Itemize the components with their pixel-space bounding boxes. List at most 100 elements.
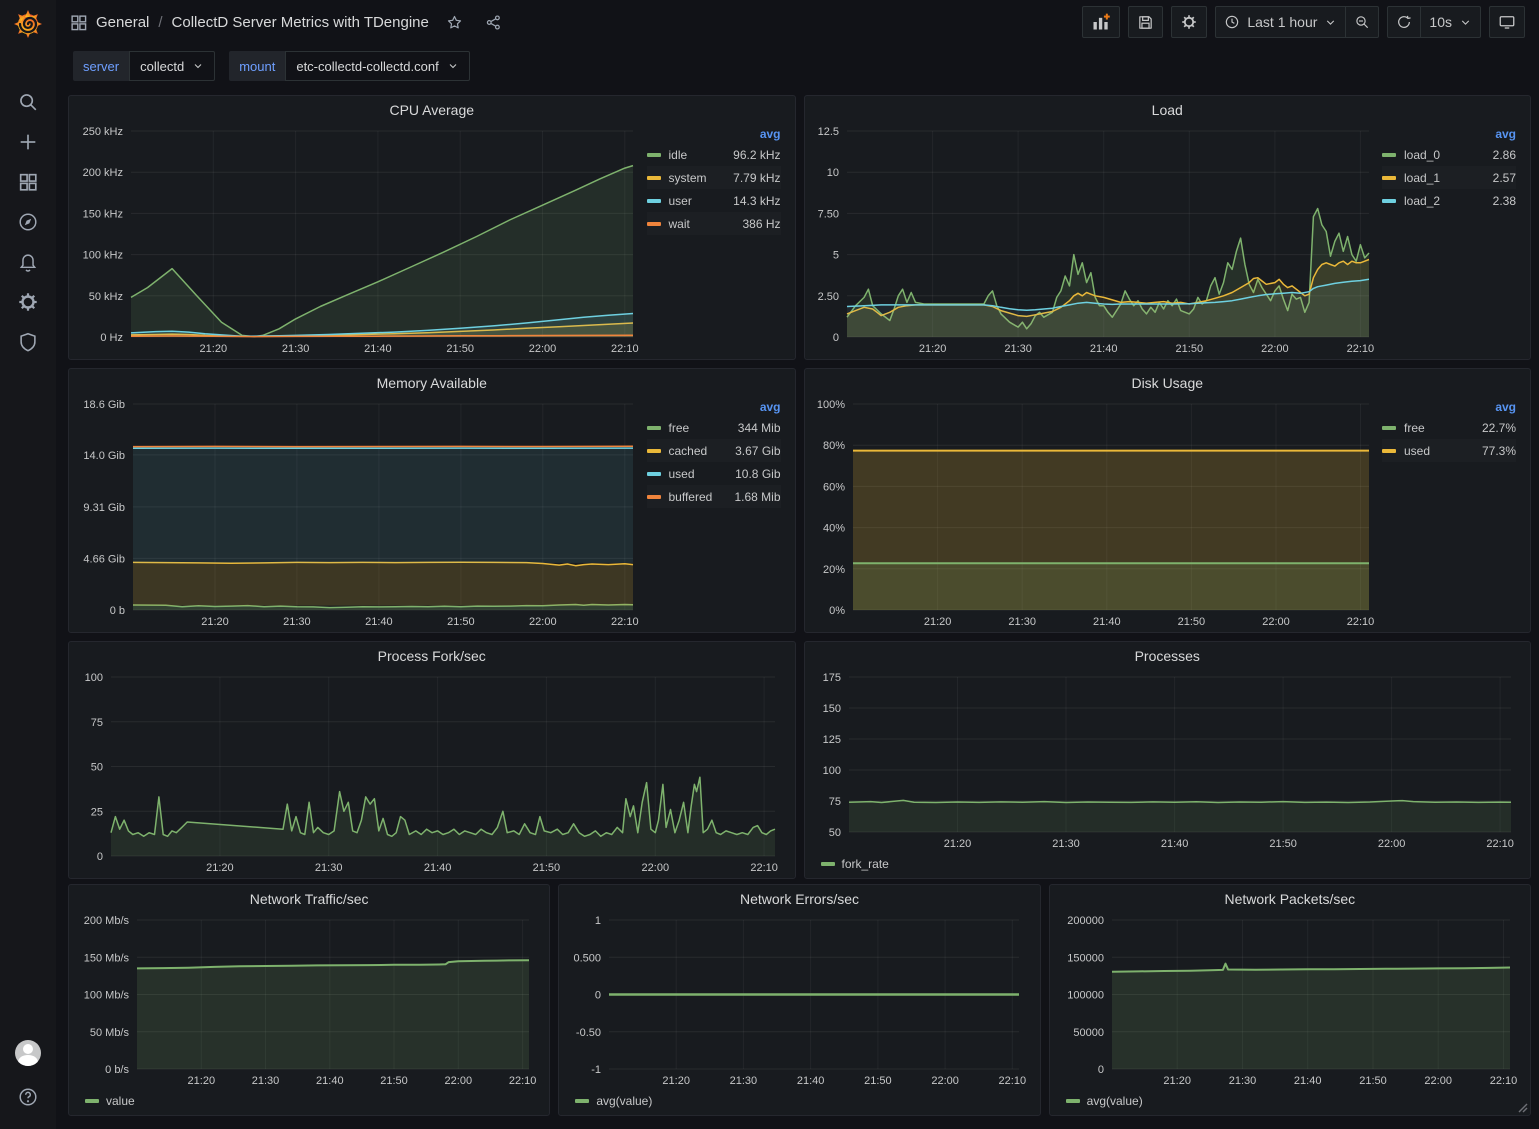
svg-text:21:30: 21:30	[1008, 616, 1036, 628]
cycle-view-mode-button[interactable]	[1489, 6, 1525, 38]
panel-title-text: Process Fork/sec	[378, 648, 486, 664]
series-area	[1112, 964, 1510, 1069]
sidebar-item-alerting[interactable]	[0, 242, 56, 282]
legend-item-avg(value)[interactable]: avg(value)	[1066, 1094, 1143, 1108]
legend-swatch	[1382, 449, 1396, 453]
chart-disk-usage: 0%20%40%60%80%100%21:2021:3021:4021:5022…	[809, 396, 1383, 630]
legend-item-free[interactable]: free22.7%	[1382, 416, 1516, 439]
legend-network-packets: avg(value)	[1054, 1089, 1524, 1113]
legend-item-user[interactable]: user14.3 kHz	[647, 189, 781, 212]
legend-series-name: buffered	[669, 490, 713, 504]
top-navbar: General / CollectD Server Metrics with T…	[56, 0, 1539, 44]
panel-title-disk-usage[interactable]: Disk Usage	[805, 369, 1531, 396]
legend-item-cached[interactable]: cached3.67 Gib	[647, 439, 781, 462]
svg-text:0: 0	[832, 332, 838, 344]
legend-series-avg: 2.86	[1493, 148, 1516, 162]
refresh-interval-label: 10s	[1429, 14, 1452, 30]
panel-processes: Processes 507510012515017521:2021:3021:4…	[804, 641, 1532, 879]
chart-process-fork: 025507510021:2021:3021:4021:5022:0022:10	[73, 669, 789, 876]
time-range-picker[interactable]: Last 1 hour	[1215, 6, 1346, 38]
variable-mount-select[interactable]: etc-collectd-collectd.conf	[285, 51, 469, 81]
dashboards-grid-icon	[17, 171, 39, 193]
legend-swatch	[647, 449, 661, 453]
svg-text:21:50: 21:50	[447, 616, 475, 628]
svg-text:21:50: 21:50	[1359, 1075, 1387, 1087]
zoom-out-time-button[interactable]	[1346, 6, 1379, 38]
legend-series-avg: 3.67 Gib	[735, 444, 780, 458]
grafana-logo[interactable]	[0, 0, 56, 46]
legend-avg-header[interactable]: avg	[1382, 400, 1516, 414]
legend-item-avg(value)[interactable]: avg(value)	[575, 1094, 652, 1108]
variable-server-label[interactable]: server	[73, 51, 129, 81]
panel-title-memory-available[interactable]: Memory Available	[69, 369, 795, 396]
sidebar-item-explore[interactable]	[0, 202, 56, 242]
panel-title-network-errors[interactable]: Network Errors/sec	[559, 885, 1039, 912]
panel-title-cpu-average[interactable]: CPU Average	[69, 96, 795, 123]
legend-series-avg: 2.38	[1493, 194, 1516, 208]
star-dashboard-button[interactable]	[442, 9, 468, 35]
panel-resize-handle[interactable]	[1518, 1103, 1528, 1113]
panel-title-network-packets[interactable]: Network Packets/sec	[1050, 885, 1530, 912]
panel-memory-available: Memory Available 0 b4.66 Gib9.31 Gib14.0…	[68, 368, 796, 633]
time-range-label: Last 1 hour	[1247, 14, 1317, 30]
sidebar-item-dashboards[interactable]	[0, 162, 56, 202]
legend-avg-header[interactable]: avg	[647, 127, 781, 141]
legend-swatch	[647, 176, 661, 180]
share-dashboard-button[interactable]	[481, 9, 507, 35]
help-circle-icon	[17, 1086, 39, 1108]
sidebar-item-create[interactable]	[0, 122, 56, 162]
legend-item-fork_rate[interactable]: fork_rate	[821, 857, 889, 871]
svg-text:21:50: 21:50	[533, 862, 561, 874]
breadcrumb-folder[interactable]: General	[96, 14, 149, 31]
svg-text:21:40: 21:40	[1294, 1075, 1322, 1087]
refresh-button[interactable]	[1387, 6, 1421, 38]
dashboard-title[interactable]: CollectD Server Metrics with TDengine	[172, 14, 429, 31]
svg-text:75: 75	[828, 796, 840, 808]
svg-text:21:20: 21:20	[918, 343, 946, 355]
legend-item-free[interactable]: free344 Mib	[647, 416, 781, 439]
panel-title-network-traffic[interactable]: Network Traffic/sec	[69, 885, 549, 912]
legend-item-value[interactable]: value	[85, 1094, 135, 1108]
legend-item-used[interactable]: used10.8 Gib	[647, 462, 781, 485]
refresh-interval-picker[interactable]: 10s	[1421, 6, 1481, 38]
legend-item-buffered[interactable]: buffered1.68 Mib	[647, 485, 781, 508]
variable-server-select[interactable]: collectd	[129, 51, 215, 81]
svg-text:21:50: 21:50	[1269, 838, 1297, 850]
legend-series-name: load_2	[1404, 194, 1440, 208]
sidebar-item-server-admin[interactable]	[0, 322, 56, 362]
svg-text:22:00: 22:00	[529, 616, 557, 628]
chart-memory-available: 0 b4.66 Gib9.31 Gib14.0 Gib18.6 Gib21:20…	[73, 396, 647, 630]
sidebar-item-help[interactable]	[0, 1077, 56, 1117]
legend-item-system[interactable]: system7.79 kHz	[647, 166, 781, 189]
legend-disk-usage: avg free22.7%used77.3%	[1382, 396, 1524, 630]
sidebar-item-profile[interactable]	[0, 1029, 56, 1077]
svg-text:21:50: 21:50	[1175, 343, 1203, 355]
panel-title-load[interactable]: Load	[805, 96, 1531, 123]
sidebar-item-configuration[interactable]	[0, 282, 56, 322]
panel-title-process-fork[interactable]: Process Fork/sec	[69, 642, 795, 669]
search-icon	[17, 91, 39, 113]
legend-item-load_0[interactable]: load_02.86	[1382, 143, 1516, 166]
svg-text:22:10: 22:10	[999, 1075, 1027, 1087]
legend-item-load_2[interactable]: load_2 2.38	[1382, 189, 1516, 212]
legend-avg-header[interactable]: avg	[647, 400, 781, 414]
chart-network-packets: 05000010000015000020000021:2021:3021:402…	[1054, 912, 1524, 1089]
chart-svg: 0 Hz50 kHz100 kHz150 kHz200 kHz250 kHz21…	[73, 123, 647, 357]
svg-text:-0.50: -0.50	[576, 1027, 601, 1039]
svg-text:21:30: 21:30	[1052, 838, 1080, 850]
variable-mount-label[interactable]: mount	[229, 51, 285, 81]
chart-svg: 05000010000015000020000021:2021:3021:402…	[1054, 912, 1524, 1089]
save-dashboard-button[interactable]	[1128, 6, 1163, 38]
dashboard-settings-button[interactable]	[1171, 6, 1207, 38]
legend-item-wait[interactable]: wait386 Hz	[647, 212, 781, 235]
sidebar-item-search[interactable]	[0, 82, 56, 122]
legend-avg-header[interactable]: avg	[1382, 127, 1516, 141]
legend-item-used[interactable]: used77.3%	[1382, 439, 1516, 462]
legend-series-avg: 22.7%	[1482, 421, 1516, 435]
panel-title-processes[interactable]: Processes	[805, 642, 1531, 669]
legend-item-idle[interactable]: idle96.2 kHz	[647, 143, 781, 166]
svg-text:22:00: 22:00	[1261, 343, 1289, 355]
add-panel-button[interactable]	[1082, 6, 1120, 38]
svg-text:21:50: 21:50	[380, 1075, 408, 1087]
legend-item-load_1[interactable]: load_12.57	[1382, 166, 1516, 189]
